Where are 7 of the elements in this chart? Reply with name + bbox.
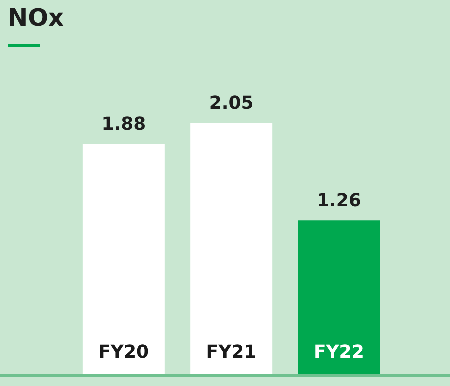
data-label: 1.88: [102, 114, 146, 136]
x-tick-label: FY22: [314, 342, 364, 363]
data-label: 2.05: [209, 93, 254, 114]
x-tick-label: FY21: [206, 342, 257, 363]
x-tick-label: FY20: [98, 342, 150, 363]
chart-title: NOx: [8, 4, 64, 32]
data-label: 1.26: [317, 190, 362, 212]
